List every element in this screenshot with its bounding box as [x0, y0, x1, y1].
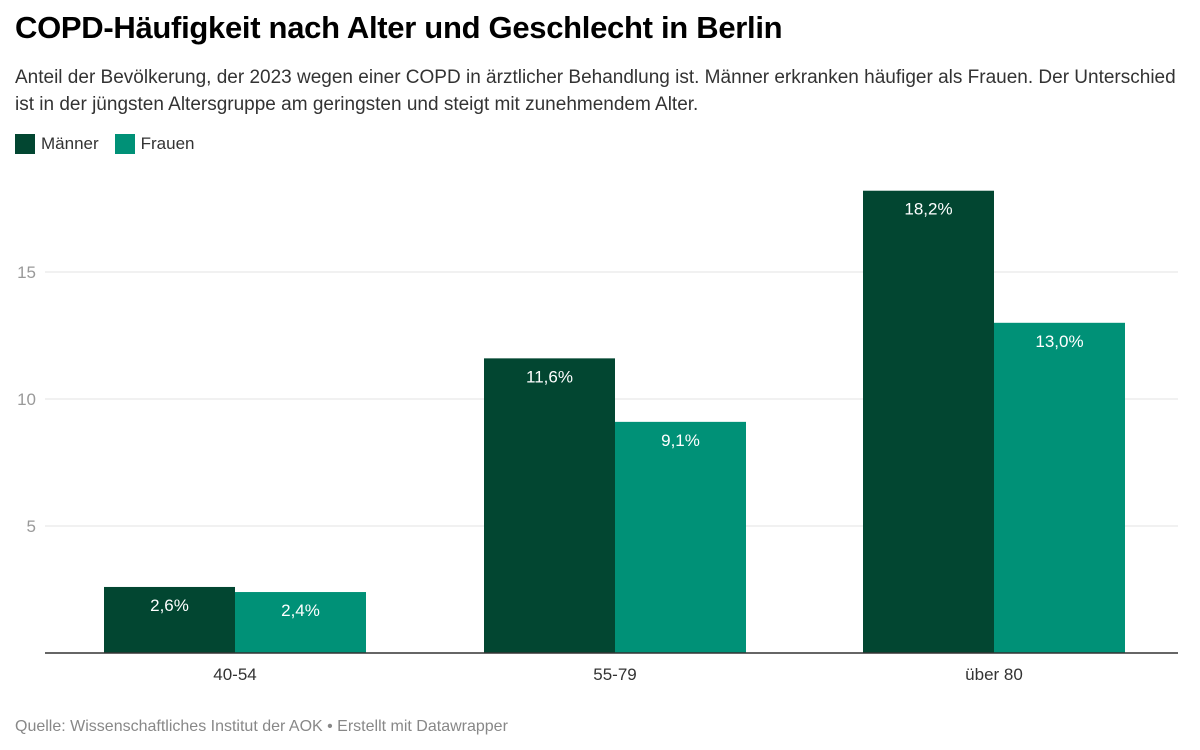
bar-frauen-1 — [615, 421, 746, 653]
data-label: 18,2% — [904, 200, 952, 219]
legend-label-frauen: Frauen — [140, 134, 195, 153]
legend-label-maenner: Männer — [41, 134, 99, 153]
data-label: 13,0% — [1035, 332, 1083, 351]
bar-frauen-2 — [994, 322, 1125, 653]
chart-title: COPD-Häufigkeit nach Alter und Geschlech… — [15, 10, 783, 45]
data-label: 11,6% — [526, 367, 573, 386]
y-tick-label: 5 — [27, 517, 36, 536]
chart-subtitle: Anteil der Bevölkerung, der 2023 wegen e… — [15, 67, 1176, 115]
legend-item-frauen: Frauen — [114, 134, 195, 154]
bar-frauen-0 — [235, 592, 366, 653]
bar-maenner-1 — [484, 358, 615, 653]
data-label: 2,6% — [150, 596, 189, 615]
y-tick-label: 10 — [17, 390, 36, 409]
legend: Männer Frauen — [15, 134, 195, 154]
bar-maenner-2 — [863, 190, 994, 653]
data-label: 2,4% — [281, 601, 320, 620]
legend-item-maenner: Männer — [15, 134, 99, 154]
legend-swatch-maenner — [15, 134, 35, 154]
x-tick-label: 55-79 — [593, 665, 636, 684]
x-tick-label: 40-54 — [213, 665, 256, 684]
bar-maenner-0 — [104, 586, 235, 653]
x-tick-label: über 80 — [965, 665, 1023, 684]
y-tick-label: 15 — [17, 263, 36, 282]
source-footer: Quelle: Wissenschaftliches Institut der … — [15, 718, 508, 735]
data-label: 9,1% — [661, 431, 700, 450]
legend-swatch-frauen — [114, 134, 135, 154]
